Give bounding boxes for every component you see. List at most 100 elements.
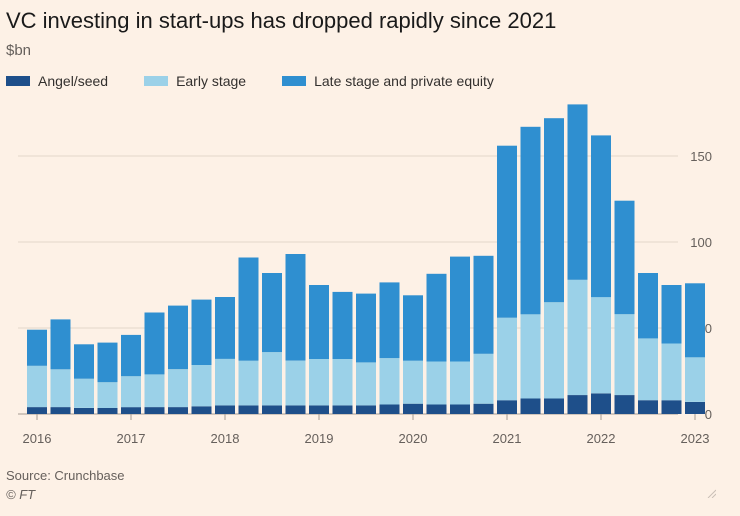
resize-handle-icon xyxy=(707,489,716,498)
bar-segment-late-stage xyxy=(97,342,118,383)
bar-segment-early-stage xyxy=(379,358,400,405)
x-tick-label: 2016 xyxy=(23,431,52,446)
bar-segment-angel-seed xyxy=(661,400,682,414)
bar-segment-early-stage xyxy=(97,382,118,408)
bar-segment-angel-seed xyxy=(685,402,705,414)
legend-label-angel-seed: Angel/seed xyxy=(38,73,109,89)
x-tick-label: 2021 xyxy=(493,431,522,446)
bar-segment-early-stage xyxy=(74,378,94,408)
y-tick-label: 100 xyxy=(690,235,712,250)
bar-segment-angel-seed xyxy=(285,405,306,414)
bar-segment-late-stage xyxy=(638,273,658,339)
bar-segment-late-stage xyxy=(332,291,353,359)
bar-segment-late-stage xyxy=(497,145,517,318)
legend-item-late-stage: Late stage and private equity xyxy=(282,73,494,89)
bar-segment-angel-seed xyxy=(262,405,282,414)
bar-segment-early-stage xyxy=(27,365,47,408)
x-tick-label: 2023 xyxy=(681,431,710,446)
bar-segment-early-stage xyxy=(638,338,658,401)
bar-segment-late-stage xyxy=(121,334,141,377)
bar-segment-angel-seed xyxy=(403,403,423,414)
copyright-note: © FT xyxy=(6,487,36,502)
bar-segment-late-stage xyxy=(520,126,541,315)
bar-segment-early-stage xyxy=(567,279,588,395)
bar-segment-late-stage xyxy=(144,312,165,375)
bar-segment-angel-seed xyxy=(356,405,376,414)
bar-segment-early-stage xyxy=(450,361,470,405)
bar-segment-angel-seed xyxy=(238,405,259,414)
x-tick-label: 2022 xyxy=(587,431,616,446)
bar-segment-late-stage xyxy=(285,254,306,361)
bar-segment-late-stage xyxy=(685,283,705,358)
bar-segment-early-stage xyxy=(614,314,635,395)
bar-segment-early-stage xyxy=(144,374,165,408)
legend-swatch-late-stage xyxy=(282,76,307,86)
bar-segment-late-stage xyxy=(379,282,400,359)
y-tick-label: 0 xyxy=(705,407,712,422)
bar-segment-late-stage xyxy=(661,285,682,344)
bar-segment-late-stage xyxy=(309,285,329,359)
bar-segment-late-stage xyxy=(74,344,94,379)
bar-segment-late-stage xyxy=(614,200,635,315)
bar-segment-angel-seed xyxy=(332,405,353,414)
bar-segment-late-stage xyxy=(215,297,235,359)
x-tick-label: 2017 xyxy=(117,431,146,446)
x-tick-label: 2018 xyxy=(211,431,240,446)
bar-segment-late-stage xyxy=(168,305,188,370)
y-tick-label: 150 xyxy=(690,149,712,164)
x-tick-label: 2020 xyxy=(399,431,428,446)
x-tick-label: 2019 xyxy=(305,431,334,446)
bar-segment-angel-seed xyxy=(520,398,541,414)
bar-segment-early-stage xyxy=(50,369,71,408)
bar-segment-early-stage xyxy=(497,317,517,401)
bar-segment-early-stage xyxy=(309,359,329,406)
unit-label: $bn xyxy=(6,42,32,59)
bar-segment-early-stage xyxy=(473,353,494,404)
bar-segment-angel-seed xyxy=(215,405,235,414)
bar-segment-early-stage xyxy=(591,297,611,394)
bar-segment-early-stage xyxy=(520,314,541,399)
bar-segment-late-stage xyxy=(238,257,259,361)
bar-segment-early-stage xyxy=(262,352,282,406)
bar-segment-early-stage xyxy=(426,361,447,405)
bar-segment-early-stage xyxy=(403,360,423,404)
bar-segment-angel-seed xyxy=(309,405,329,414)
legend-label-early-stage: Early stage xyxy=(176,73,247,89)
bar-segment-angel-seed xyxy=(144,407,165,414)
bar-segment-late-stage xyxy=(567,104,588,280)
bar-segment-late-stage xyxy=(50,319,71,370)
bar-segment-late-stage xyxy=(544,118,564,303)
bar-segment-angel-seed xyxy=(426,404,447,414)
bar-segment-early-stage xyxy=(332,359,353,406)
bar-segment-early-stage xyxy=(191,365,212,407)
bar-segment-early-stage xyxy=(685,357,705,402)
legend-item-angel-seed: Angel/seed xyxy=(6,73,108,89)
bar-segment-early-stage xyxy=(168,369,188,408)
bar-segment-late-stage xyxy=(403,295,423,361)
bar-segment-angel-seed xyxy=(50,407,71,414)
bar-segment-early-stage xyxy=(285,360,306,406)
bar-segment-angel-seed xyxy=(121,407,141,414)
bar-segment-angel-seed xyxy=(544,398,564,414)
bar-segment-angel-seed xyxy=(473,403,494,414)
bar-segment-late-stage xyxy=(591,135,611,298)
bar-segment-late-stage xyxy=(426,273,447,362)
legend-label-late-stage: Late stage and private equity xyxy=(314,73,494,89)
legend-swatch-angel-seed xyxy=(6,76,30,86)
bar-segment-angel-seed xyxy=(74,408,94,414)
bar-segment-late-stage xyxy=(450,256,470,362)
bar-segment-angel-seed xyxy=(191,406,212,414)
bar-segment-angel-seed xyxy=(450,404,470,414)
bar-segment-angel-seed xyxy=(379,404,400,414)
bar-segment-late-stage xyxy=(27,329,47,366)
legend-item-early-stage: Early stage xyxy=(144,73,246,89)
bar-segment-early-stage xyxy=(544,302,564,399)
bar-segment-late-stage xyxy=(262,273,282,353)
bar-segment-angel-seed xyxy=(567,395,588,414)
bar-segment-angel-seed xyxy=(614,395,635,414)
bar-segment-early-stage xyxy=(661,343,682,401)
chart-title: VC investing in start-ups has dropped ra… xyxy=(6,8,557,33)
bar-segment-early-stage xyxy=(215,359,235,406)
bar-segment-angel-seed xyxy=(497,400,517,414)
legend-swatch-early-stage xyxy=(144,76,169,86)
